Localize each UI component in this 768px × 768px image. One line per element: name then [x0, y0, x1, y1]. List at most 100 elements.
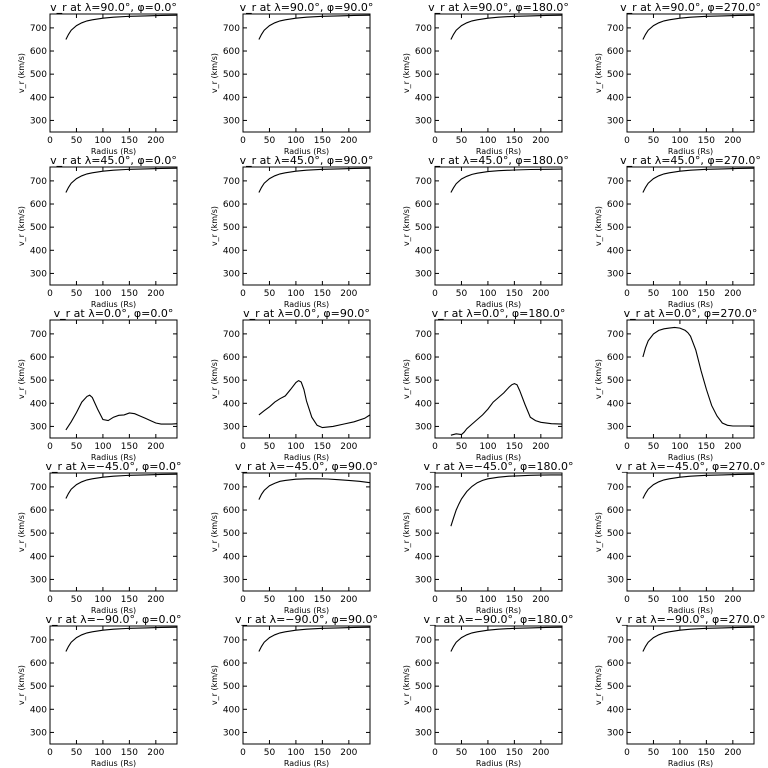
x-tick-label: 200: [724, 136, 741, 146]
y-tick-label: 400: [607, 246, 624, 256]
subplot-title: v_r at λ=90.0°, φ=0.0°: [50, 1, 177, 14]
x-axis-label: Radius (Rs): [91, 606, 136, 615]
subplot-18: v_r at λ=−90.0°, φ=180.0° 0 50 100 150 200 300…: [402, 613, 573, 768]
x-tick-label: 0: [47, 595, 53, 605]
x-tick-label: 0: [240, 289, 246, 299]
x-tick-label: 50: [648, 442, 660, 452]
y-tick-label: 700: [30, 483, 47, 493]
subplot-title: v_r at λ=−45.0°, φ=0.0°: [46, 460, 182, 473]
y-tick-label: 700: [415, 330, 432, 340]
subplot-19: v_r at λ=−90.0°, φ=270.0° 0 50 100 150 200 300…: [594, 613, 765, 768]
y-tick-label: 700: [415, 483, 432, 493]
x-tick-label: 200: [532, 289, 549, 299]
y-tick-label: 400: [30, 552, 47, 562]
series-line: [450, 14, 563, 40]
x-tick-label: 100: [287, 595, 304, 605]
y-axis-label: v_r (km/s): [594, 53, 603, 93]
y-axis-label: v_r (km/s): [210, 206, 219, 246]
subplot-1: v_r at λ=90.0°, φ=90.0° 0 50 100 150 200 300 40…: [210, 1, 373, 156]
x-tick-label: 150: [698, 136, 715, 146]
y-tick-label: 300: [223, 422, 240, 432]
plot-frame: [626, 472, 755, 592]
x-axis-label: Radius (Rs): [284, 759, 329, 768]
subplot-15: v_r at λ=−45.0°, φ=270.0° 0 50 100 150 200 300…: [594, 460, 765, 615]
x-tick-label: 50: [648, 595, 660, 605]
x-tick-label: 0: [47, 289, 53, 299]
y-tick-label: 600: [223, 353, 240, 363]
y-tick-label: 300: [30, 116, 47, 126]
y-tick-label: 300: [223, 575, 240, 585]
subplot-title: v_r at λ=45.0°, φ=90.0°: [240, 154, 374, 167]
y-tick-label: 500: [607, 223, 624, 233]
x-tick-label: 0: [432, 595, 438, 605]
x-tick-label: 0: [624, 595, 630, 605]
y-tick-label: 700: [607, 330, 624, 340]
subplot-title: v_r at λ=45.0°, φ=270.0°: [620, 154, 761, 167]
y-axis-label: v_r (km/s): [210, 359, 219, 399]
series-line: [642, 167, 755, 193]
y-tick-label: 400: [223, 93, 240, 103]
x-axis-label: Radius (Rs): [668, 453, 713, 462]
y-axis-label: v_r (km/s): [402, 359, 411, 399]
subplot-14: v_r at λ=−45.0°, φ=180.0° 0 50 100 150 200 300…: [402, 460, 573, 615]
series-line: [642, 473, 755, 499]
x-axis-label: Radius (Rs): [284, 606, 329, 615]
y-tick-label: 700: [30, 636, 47, 646]
x-tick-label: 150: [121, 595, 138, 605]
x-tick-label: 0: [432, 289, 438, 299]
series-line: [258, 478, 371, 500]
subplot-17: v_r at λ=−90.0°, φ=90.0° 0 50 100 150 200 300 4…: [210, 613, 378, 768]
y-tick-label: 400: [607, 705, 624, 715]
x-tick-label: 50: [648, 748, 660, 758]
subplot-title: v_r at λ=90.0°, φ=180.0°: [428, 1, 569, 14]
subplot-16: v_r at λ=−90.0°, φ=0.0° 0 50 100 150 200 300 40…: [17, 613, 181, 768]
y-tick-label: 500: [415, 70, 432, 80]
x-tick-label: 200: [147, 289, 164, 299]
x-tick-label: 100: [94, 442, 111, 452]
y-tick-label: 500: [607, 682, 624, 692]
plot-frame: [49, 319, 178, 439]
x-tick-label: 150: [314, 748, 331, 758]
series-line: [258, 167, 371, 193]
x-tick-label: 50: [71, 136, 83, 146]
x-tick-label: 0: [240, 136, 246, 146]
x-tick-label: 200: [724, 442, 741, 452]
subplot-title: v_r at λ=−90.0°, φ=90.0°: [235, 613, 378, 626]
x-tick-label: 50: [648, 136, 660, 146]
y-tick-label: 500: [30, 529, 47, 539]
y-tick-label: 300: [607, 728, 624, 738]
subplot-10: v_r at λ=0.0°, φ=180.0° 0 50 100 150 200 300 40…: [402, 307, 565, 462]
y-axis-label: v_r (km/s): [210, 53, 219, 93]
y-tick-label: 300: [415, 575, 432, 585]
y-tick-label: 600: [607, 353, 624, 363]
x-axis-label: Radius (Rs): [476, 300, 521, 309]
x-tick-label: 150: [506, 289, 523, 299]
plot-frame: [434, 319, 563, 439]
y-tick-label: 600: [607, 506, 624, 516]
y-tick-label: 600: [223, 659, 240, 669]
y-axis-label: v_r (km/s): [17, 359, 26, 399]
y-tick-label: 700: [223, 636, 240, 646]
x-tick-label: 0: [47, 748, 53, 758]
subplot-12: v_r at λ=−45.0°, φ=0.0° 0 50 100 150 200 300 40…: [17, 460, 181, 615]
x-tick-label: 100: [671, 442, 688, 452]
y-tick-label: 700: [30, 330, 47, 340]
series-line: [642, 626, 755, 652]
y-axis-label: v_r (km/s): [210, 665, 219, 705]
plot-frame: [242, 166, 371, 286]
y-tick-label: 500: [415, 682, 432, 692]
plot-frame: [242, 625, 371, 745]
plot-frame: [49, 625, 178, 745]
x-tick-label: 50: [264, 136, 276, 146]
subplot-title: v_r at λ=−45.0°, φ=180.0°: [424, 460, 574, 473]
y-tick-label: 300: [223, 269, 240, 279]
y-tick-label: 600: [415, 506, 432, 516]
subplot-title: v_r at λ=0.0°, φ=90.0°: [243, 307, 370, 320]
y-axis-label: v_r (km/s): [17, 512, 26, 552]
x-tick-label: 50: [264, 748, 276, 758]
subplot-title: v_r at λ=90.0°, φ=90.0°: [240, 1, 374, 14]
y-axis-label: v_r (km/s): [17, 206, 26, 246]
y-tick-label: 500: [415, 529, 432, 539]
y-axis-label: v_r (km/s): [402, 206, 411, 246]
x-tick-label: 200: [340, 136, 357, 146]
